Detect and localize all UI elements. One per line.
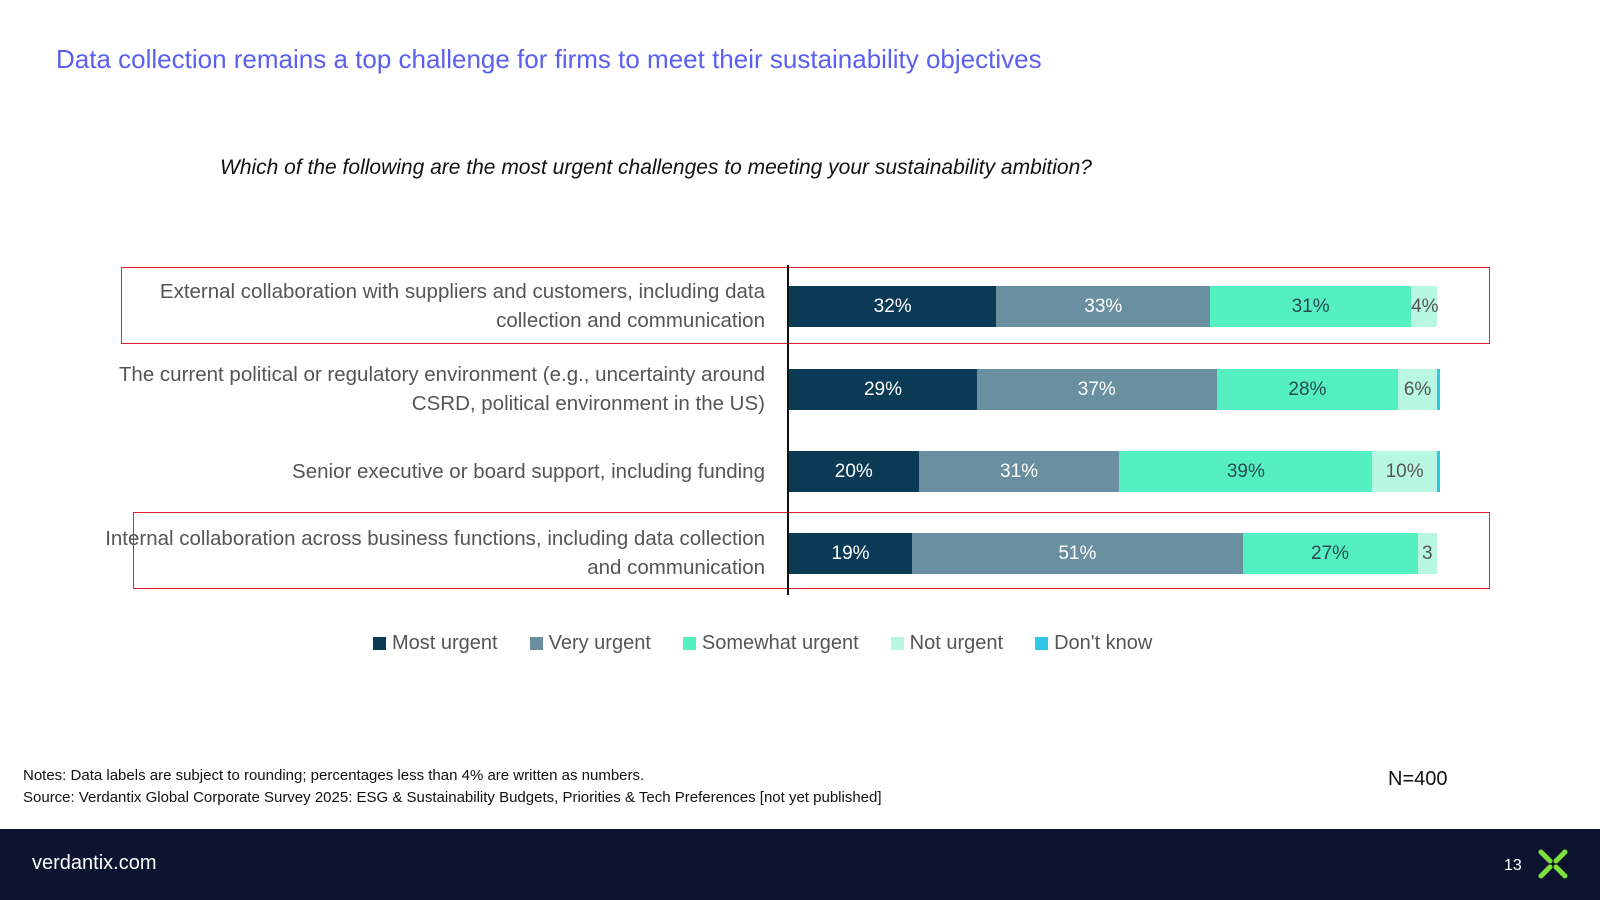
bar-segment xyxy=(1242,532,1418,574)
bar-segment xyxy=(1411,285,1437,327)
data-label: 32% xyxy=(873,295,912,317)
bar-segment xyxy=(996,285,1211,327)
legend-label: Very urgent xyxy=(548,632,651,654)
legend-label: Not urgent xyxy=(909,632,1004,654)
data-label: 31% xyxy=(1291,295,1330,317)
bar-segment xyxy=(1437,450,1440,492)
bar-segment xyxy=(912,532,1243,574)
bar-segment xyxy=(976,368,1217,410)
sample-size: N=400 xyxy=(1388,768,1448,790)
source-line: Source: Verdantix Global Corporate Surve… xyxy=(23,789,882,806)
legend-swatch xyxy=(373,637,386,650)
category-label: The current political or regulatory envi… xyxy=(118,363,765,415)
legend-label: Most urgent xyxy=(392,632,498,654)
bar-segment xyxy=(1372,450,1437,492)
notes-block: Notes: Data labels are subject to roundi… xyxy=(23,765,882,809)
data-label: 29% xyxy=(863,378,902,400)
legend-label: Don't know xyxy=(1054,632,1153,654)
legend-item: Somewhat urgent xyxy=(682,632,859,655)
slide-title: Data collection remains a top challenge … xyxy=(56,44,1042,74)
data-label: 51% xyxy=(1058,542,1097,564)
category-axis-line xyxy=(787,265,789,595)
bar-segment xyxy=(789,285,997,327)
bar-segment xyxy=(789,368,977,410)
bar-segment xyxy=(1417,532,1437,574)
data-label: 19% xyxy=(831,542,870,564)
data-label: 3 xyxy=(1421,542,1433,564)
data-label: 28% xyxy=(1288,378,1327,400)
data-label: 6% xyxy=(1403,378,1432,400)
category-label: External collaboration with suppliers an… xyxy=(159,280,765,332)
highlight-box xyxy=(121,267,1490,344)
legend-item: Not urgent xyxy=(890,632,1004,655)
data-label: 33% xyxy=(1084,295,1123,317)
data-label: 10% xyxy=(1385,460,1424,482)
notes-line: Notes: Data labels are subject to roundi… xyxy=(23,767,645,784)
bar-segment xyxy=(789,532,913,574)
highlight-box xyxy=(133,512,1490,589)
data-label: 39% xyxy=(1226,460,1265,482)
bar-segment xyxy=(1210,285,1412,327)
category-label: Internal collaboration across business f… xyxy=(105,527,765,579)
legend-item: Don't know xyxy=(1035,632,1152,655)
footer-site-link[interactable]: verdantix.com xyxy=(32,852,157,874)
data-label: 37% xyxy=(1077,378,1116,400)
category-label: Senior executive or board support, inclu… xyxy=(292,459,765,483)
data-label: 31% xyxy=(1000,460,1039,482)
legend-item: Most urgent xyxy=(373,632,498,655)
data-label: 27% xyxy=(1311,542,1350,564)
legend-swatch xyxy=(890,637,904,650)
verdantix-logo-icon xyxy=(1538,849,1568,879)
chart-legend: Most urgent Very urgent Somewhat urgent Not… xyxy=(373,632,1152,655)
legend-swatch xyxy=(529,637,543,650)
data-label: 4% xyxy=(1411,295,1439,317)
bar-segment xyxy=(1437,368,1440,410)
legend-swatch xyxy=(1035,637,1049,650)
bar-segment xyxy=(789,450,919,492)
legend-label: Somewhat urgent xyxy=(701,632,859,654)
bar-segment xyxy=(918,450,1120,492)
bar-segment xyxy=(1216,368,1399,410)
chart-question: Which of the following are the most urge… xyxy=(220,156,1092,179)
legend-item: Very urgent xyxy=(529,632,651,655)
footer-bar: verdantix.com 13 xyxy=(0,829,1600,900)
bar-segment xyxy=(1119,450,1373,492)
data-label: 20% xyxy=(834,460,873,482)
bar-segment xyxy=(1398,368,1437,410)
legend-swatch xyxy=(682,637,696,650)
page-number: 13 xyxy=(1504,857,1522,874)
